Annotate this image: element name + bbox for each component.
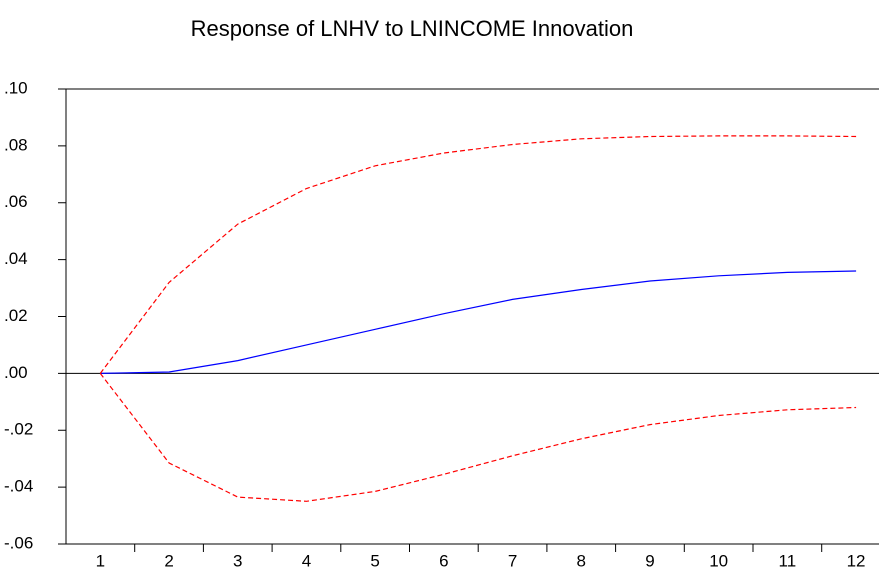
x-tick-label: 7 <box>508 551 517 570</box>
x-tick-label: 4 <box>302 551 311 570</box>
x-tick-label: 5 <box>370 551 379 570</box>
y-tick-label: .02 <box>4 306 28 325</box>
y-tick-label: -.06 <box>4 533 33 552</box>
chart-title: Response of LNHV to LNINCOME Innovation <box>191 16 634 41</box>
x-tick-label: 1 <box>96 551 105 570</box>
y-tick-label: -.02 <box>4 420 33 439</box>
x-tick-label: 11 <box>779 551 797 570</box>
y-tick-label: .08 <box>4 135 28 154</box>
y-tick-label: .04 <box>4 249 28 268</box>
series-line <box>99 373 857 502</box>
x-tick-label: 12 <box>847 551 866 570</box>
x-tick-label: 8 <box>577 551 586 570</box>
x-tick-label: 2 <box>164 551 173 570</box>
y-tick-label: .00 <box>4 363 28 382</box>
y-tick-label: .10 <box>4 78 28 97</box>
x-tick-label: 3 <box>233 551 242 570</box>
y-tick-label: -.04 <box>4 477 33 496</box>
series-line <box>99 135 857 374</box>
x-tick-label: 6 <box>439 551 448 570</box>
x-tick-label: 10 <box>709 551 728 570</box>
y-tick-label: .06 <box>4 192 28 211</box>
series-line <box>100 270 857 374</box>
x-tick-label: 9 <box>645 551 654 570</box>
